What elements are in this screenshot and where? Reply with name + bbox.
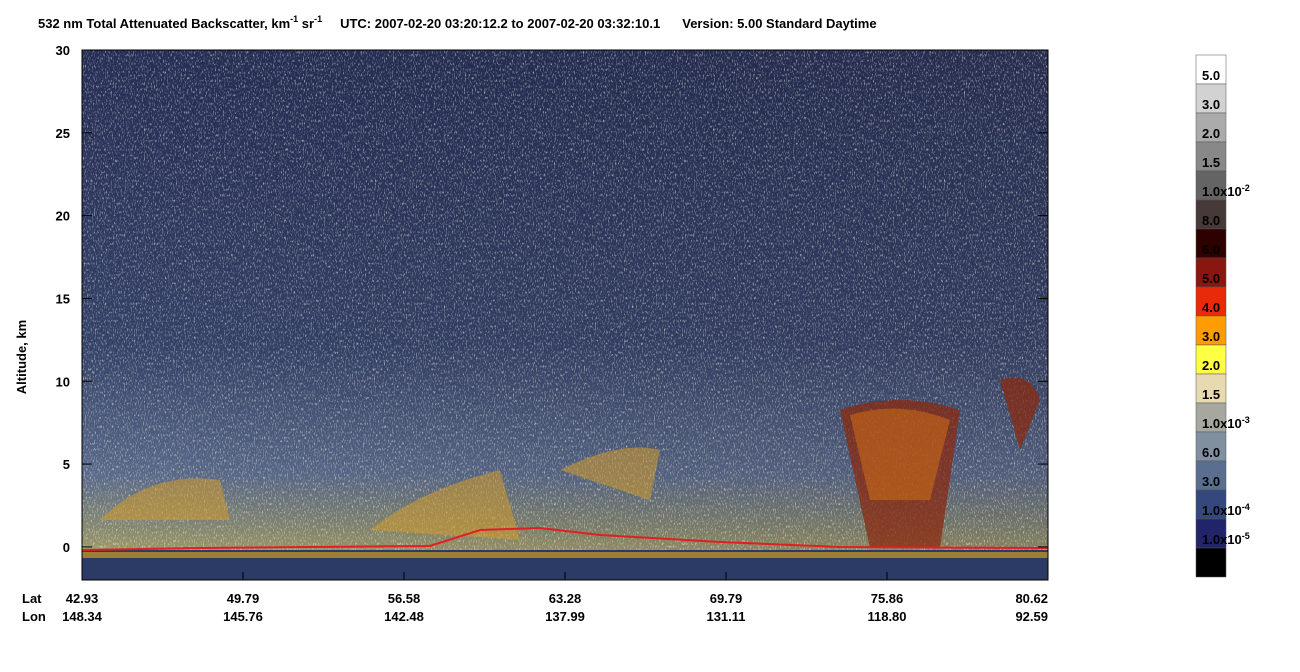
colorbar-label: 6.0 xyxy=(1202,445,1220,460)
title-text: sr xyxy=(298,16,314,31)
colorbar-swatch xyxy=(1195,83,1227,114)
colorbar-label-base: 1.0x10 xyxy=(1202,416,1242,431)
lat-label: 56.58 xyxy=(388,591,421,606)
lat-label: 49.79 xyxy=(227,591,260,606)
colorbar-label: 1.0x10-3 xyxy=(1202,415,1250,431)
colorbar-label: 1.5 xyxy=(1202,155,1220,170)
backscatter-image xyxy=(82,50,1048,580)
colorbar-label-base: 1.0x10 xyxy=(1202,532,1242,547)
title-version: Version: 5.00 Standard Daytime xyxy=(682,16,876,31)
colorbar-swatch xyxy=(1195,286,1227,317)
lon-label: 145.76 xyxy=(223,609,263,624)
colorbar-label: 2.0 xyxy=(1202,126,1220,141)
colorbar-label: 6.0 xyxy=(1202,242,1220,257)
colorbar-label-exp: -3 xyxy=(1242,415,1250,425)
chart-title: 532 nm Total Attenuated Backscatter, km-… xyxy=(38,14,877,31)
colorbar-swatch xyxy=(1195,460,1227,491)
colorbar-swatch xyxy=(1195,170,1227,201)
colorbar-label: 1.0x10-2 xyxy=(1202,183,1250,199)
title-exp: -1 xyxy=(290,14,298,24)
colorbar-label-base: 1.0x10 xyxy=(1202,503,1242,518)
colorbar-label: 1.5 xyxy=(1202,387,1220,402)
y-tick-label: 30 xyxy=(56,43,70,58)
lon-label: 148.34 xyxy=(62,609,103,624)
colorbar-label: 5.0 xyxy=(1202,271,1220,286)
lat-label: 75.86 xyxy=(871,591,904,606)
colorbar-label: 1.0x10-5 xyxy=(1202,531,1250,547)
y-tick-label: 5 xyxy=(63,457,70,472)
colorbar-label: 2.0 xyxy=(1202,358,1220,373)
colorbar-swatch xyxy=(1195,54,1227,85)
x-row-label: Lat xyxy=(22,591,42,606)
colorbar-swatch xyxy=(1195,257,1227,288)
lon-label: 118.80 xyxy=(867,609,906,624)
colorbar-swatch xyxy=(1195,112,1227,143)
colorbar-swatch xyxy=(1195,344,1227,375)
colorbar-label: 1.0x10-4 xyxy=(1202,502,1250,518)
y-axis-label: Altitude, km xyxy=(14,320,29,394)
lon-label: 137.99 xyxy=(545,609,585,624)
colorbar-label: 4.0 xyxy=(1202,300,1220,315)
x-row-label: Lon xyxy=(22,609,46,624)
colorbar-label: 3.0 xyxy=(1202,474,1220,489)
colorbar-label-exp: -5 xyxy=(1242,531,1250,541)
colorbar-swatch xyxy=(1195,518,1227,549)
colorbar-swatch xyxy=(1195,402,1227,433)
lat-label: 63.28 xyxy=(549,591,582,606)
colorbar-label-exp: -4 xyxy=(1242,502,1250,512)
title-exp: -1 xyxy=(314,14,322,24)
colorbar-swatch xyxy=(1195,489,1227,520)
lon-label: 142.48 xyxy=(384,609,424,624)
colorbar-label: 3.0 xyxy=(1202,97,1220,112)
colorbar-swatch xyxy=(1195,228,1227,259)
colorbar-swatch xyxy=(1195,141,1227,172)
lat-label: 80.62 xyxy=(1015,591,1048,606)
colorbar-swatch xyxy=(1195,373,1227,404)
y-tick-label: 20 xyxy=(56,209,70,224)
title-utc: UTC: 2007-02-20 03:20:12.2 to 2007-02-20… xyxy=(340,16,660,31)
y-tick-label: 15 xyxy=(56,291,70,306)
title-text: 532 nm Total Attenuated Backscatter, km xyxy=(38,16,290,31)
lon-label: 92.59 xyxy=(1015,609,1048,624)
colorbar-label: 5.0 xyxy=(1202,68,1220,83)
y-tick-label: 0 xyxy=(63,540,70,555)
colorbar-label: 3.0 xyxy=(1202,329,1220,344)
lon-label: 131.11 xyxy=(706,609,745,624)
colorbar-swatch xyxy=(1195,315,1227,346)
lat-label: 69.79 xyxy=(710,591,743,606)
colorbar-label: 8.0 xyxy=(1202,213,1220,228)
y-tick-label: 25 xyxy=(56,126,70,141)
colorbar-swatch xyxy=(1195,547,1227,578)
colorbar-label-exp: -2 xyxy=(1242,183,1250,193)
colorbar-label-base: 1.0x10 xyxy=(1202,184,1242,199)
y-tick-label: 10 xyxy=(56,374,70,389)
lat-label: 42.93 xyxy=(66,591,99,606)
